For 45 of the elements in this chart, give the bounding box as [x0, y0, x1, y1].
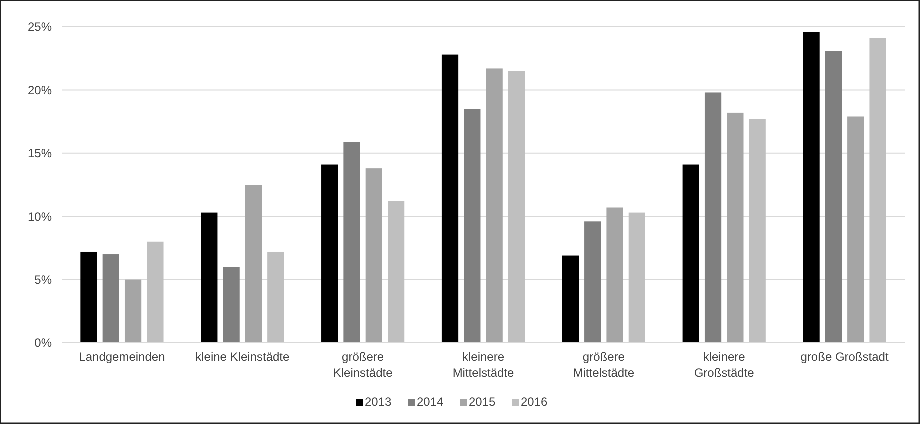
bar	[223, 267, 240, 343]
legend-label: 2014	[417, 395, 444, 409]
bar	[201, 212, 218, 343]
bar	[825, 51, 842, 343]
bar	[464, 109, 481, 343]
x-tick-label: größere Kleinstädte	[333, 350, 394, 380]
bar	[80, 252, 98, 343]
bar	[727, 112, 744, 343]
bar	[388, 201, 405, 343]
y-tick-label: 0%	[34, 336, 52, 350]
bar	[704, 92, 722, 343]
bar	[366, 168, 382, 343]
legend-label: 2016	[521, 395, 548, 409]
bar	[870, 38, 886, 343]
legend-label: 2015	[469, 395, 496, 409]
bar	[442, 54, 459, 343]
bar	[147, 242, 164, 343]
x-tick-label: größere Mittelstädte	[573, 350, 635, 380]
y-tick-label: 15%	[28, 146, 52, 161]
bar	[486, 68, 503, 343]
bar	[344, 142, 360, 343]
bar	[508, 71, 526, 343]
y-tick-label: 20%	[28, 83, 52, 98]
bar	[803, 32, 820, 343]
x-tick-label: Landgemeinden	[79, 350, 166, 364]
bar	[584, 222, 602, 343]
bar	[124, 280, 142, 343]
bar	[102, 254, 120, 343]
bar	[848, 116, 864, 343]
x-tick-label: kleinere Mittelstädte	[452, 350, 515, 380]
y-tick-label: 10%	[28, 210, 52, 224]
x-tick-label: große Großstadt	[800, 350, 890, 364]
bar	[245, 185, 262, 343]
bar	[606, 208, 624, 343]
bar	[749, 119, 766, 343]
legend-label: 2013	[365, 395, 392, 409]
x-tick-label: kleine Kleinstädte	[196, 350, 290, 364]
bar	[628, 212, 646, 343]
bar	[682, 164, 700, 343]
bar	[322, 164, 338, 343]
y-tick-label: 5%	[34, 273, 52, 287]
bar	[268, 252, 284, 343]
y-tick-label: 25%	[28, 20, 52, 34]
bar	[562, 256, 579, 343]
x-tick-label: kleinere Großstädte	[694, 350, 755, 380]
